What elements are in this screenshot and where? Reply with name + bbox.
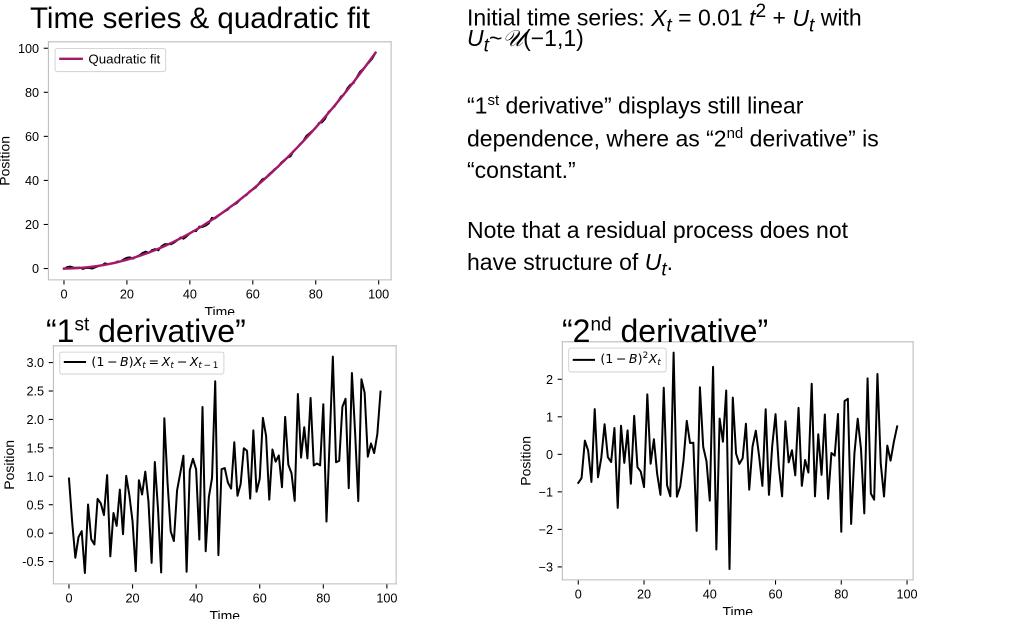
svg-text:80: 80	[316, 591, 330, 605]
svg-text:20: 20	[126, 591, 140, 605]
svg-text:80: 80	[834, 587, 848, 601]
svg-text:60: 60	[246, 287, 260, 301]
svg-text:1: 1	[546, 410, 553, 424]
svg-text:100: 100	[18, 41, 39, 55]
svg-text:Time: Time	[209, 607, 240, 619]
svg-text:0: 0	[65, 591, 72, 605]
svg-text:Quadratic fit: Quadratic fit	[88, 51, 160, 66]
svg-text:80: 80	[25, 85, 39, 99]
svg-text:20: 20	[637, 587, 651, 601]
svg-text:0.0: 0.0	[26, 526, 44, 540]
svg-text:60: 60	[253, 591, 267, 605]
svg-text:3.0: 3.0	[26, 356, 44, 370]
svg-text:0: 0	[546, 448, 553, 462]
svg-text:−1: −1	[538, 485, 552, 499]
svg-text:−2: −2	[538, 523, 552, 537]
svg-text:40: 40	[703, 587, 717, 601]
svg-text:100: 100	[376, 591, 397, 605]
svg-text:Position: Position	[520, 436, 533, 486]
svg-text:100: 100	[368, 287, 389, 301]
svg-text:1.5: 1.5	[26, 441, 44, 455]
svg-text:0: 0	[575, 587, 582, 601]
svg-text:80: 80	[309, 287, 323, 301]
svg-text:Position: Position	[0, 136, 13, 186]
svg-text:2.5: 2.5	[26, 384, 44, 398]
svg-text:40: 40	[183, 287, 197, 301]
svg-text:20: 20	[25, 218, 39, 232]
svg-text:40: 40	[189, 591, 203, 605]
svg-text:0: 0	[32, 262, 39, 276]
svg-text:0: 0	[60, 287, 67, 301]
svg-text:20: 20	[120, 287, 134, 301]
svg-text:1.0: 1.0	[26, 469, 44, 483]
svg-text:100: 100	[896, 587, 917, 601]
svg-text:0.5: 0.5	[26, 498, 44, 512]
svg-text:−3: −3	[538, 560, 552, 574]
svg-text:2: 2	[546, 372, 553, 386]
svg-text:Position: Position	[3, 439, 17, 489]
svg-text:60: 60	[768, 587, 782, 601]
svg-text:-0.5: -0.5	[22, 555, 44, 569]
svg-text:60: 60	[25, 130, 39, 144]
svg-text:40: 40	[25, 174, 39, 188]
svg-text:Time: Time	[722, 603, 753, 615]
svg-text:2.0: 2.0	[26, 413, 44, 427]
